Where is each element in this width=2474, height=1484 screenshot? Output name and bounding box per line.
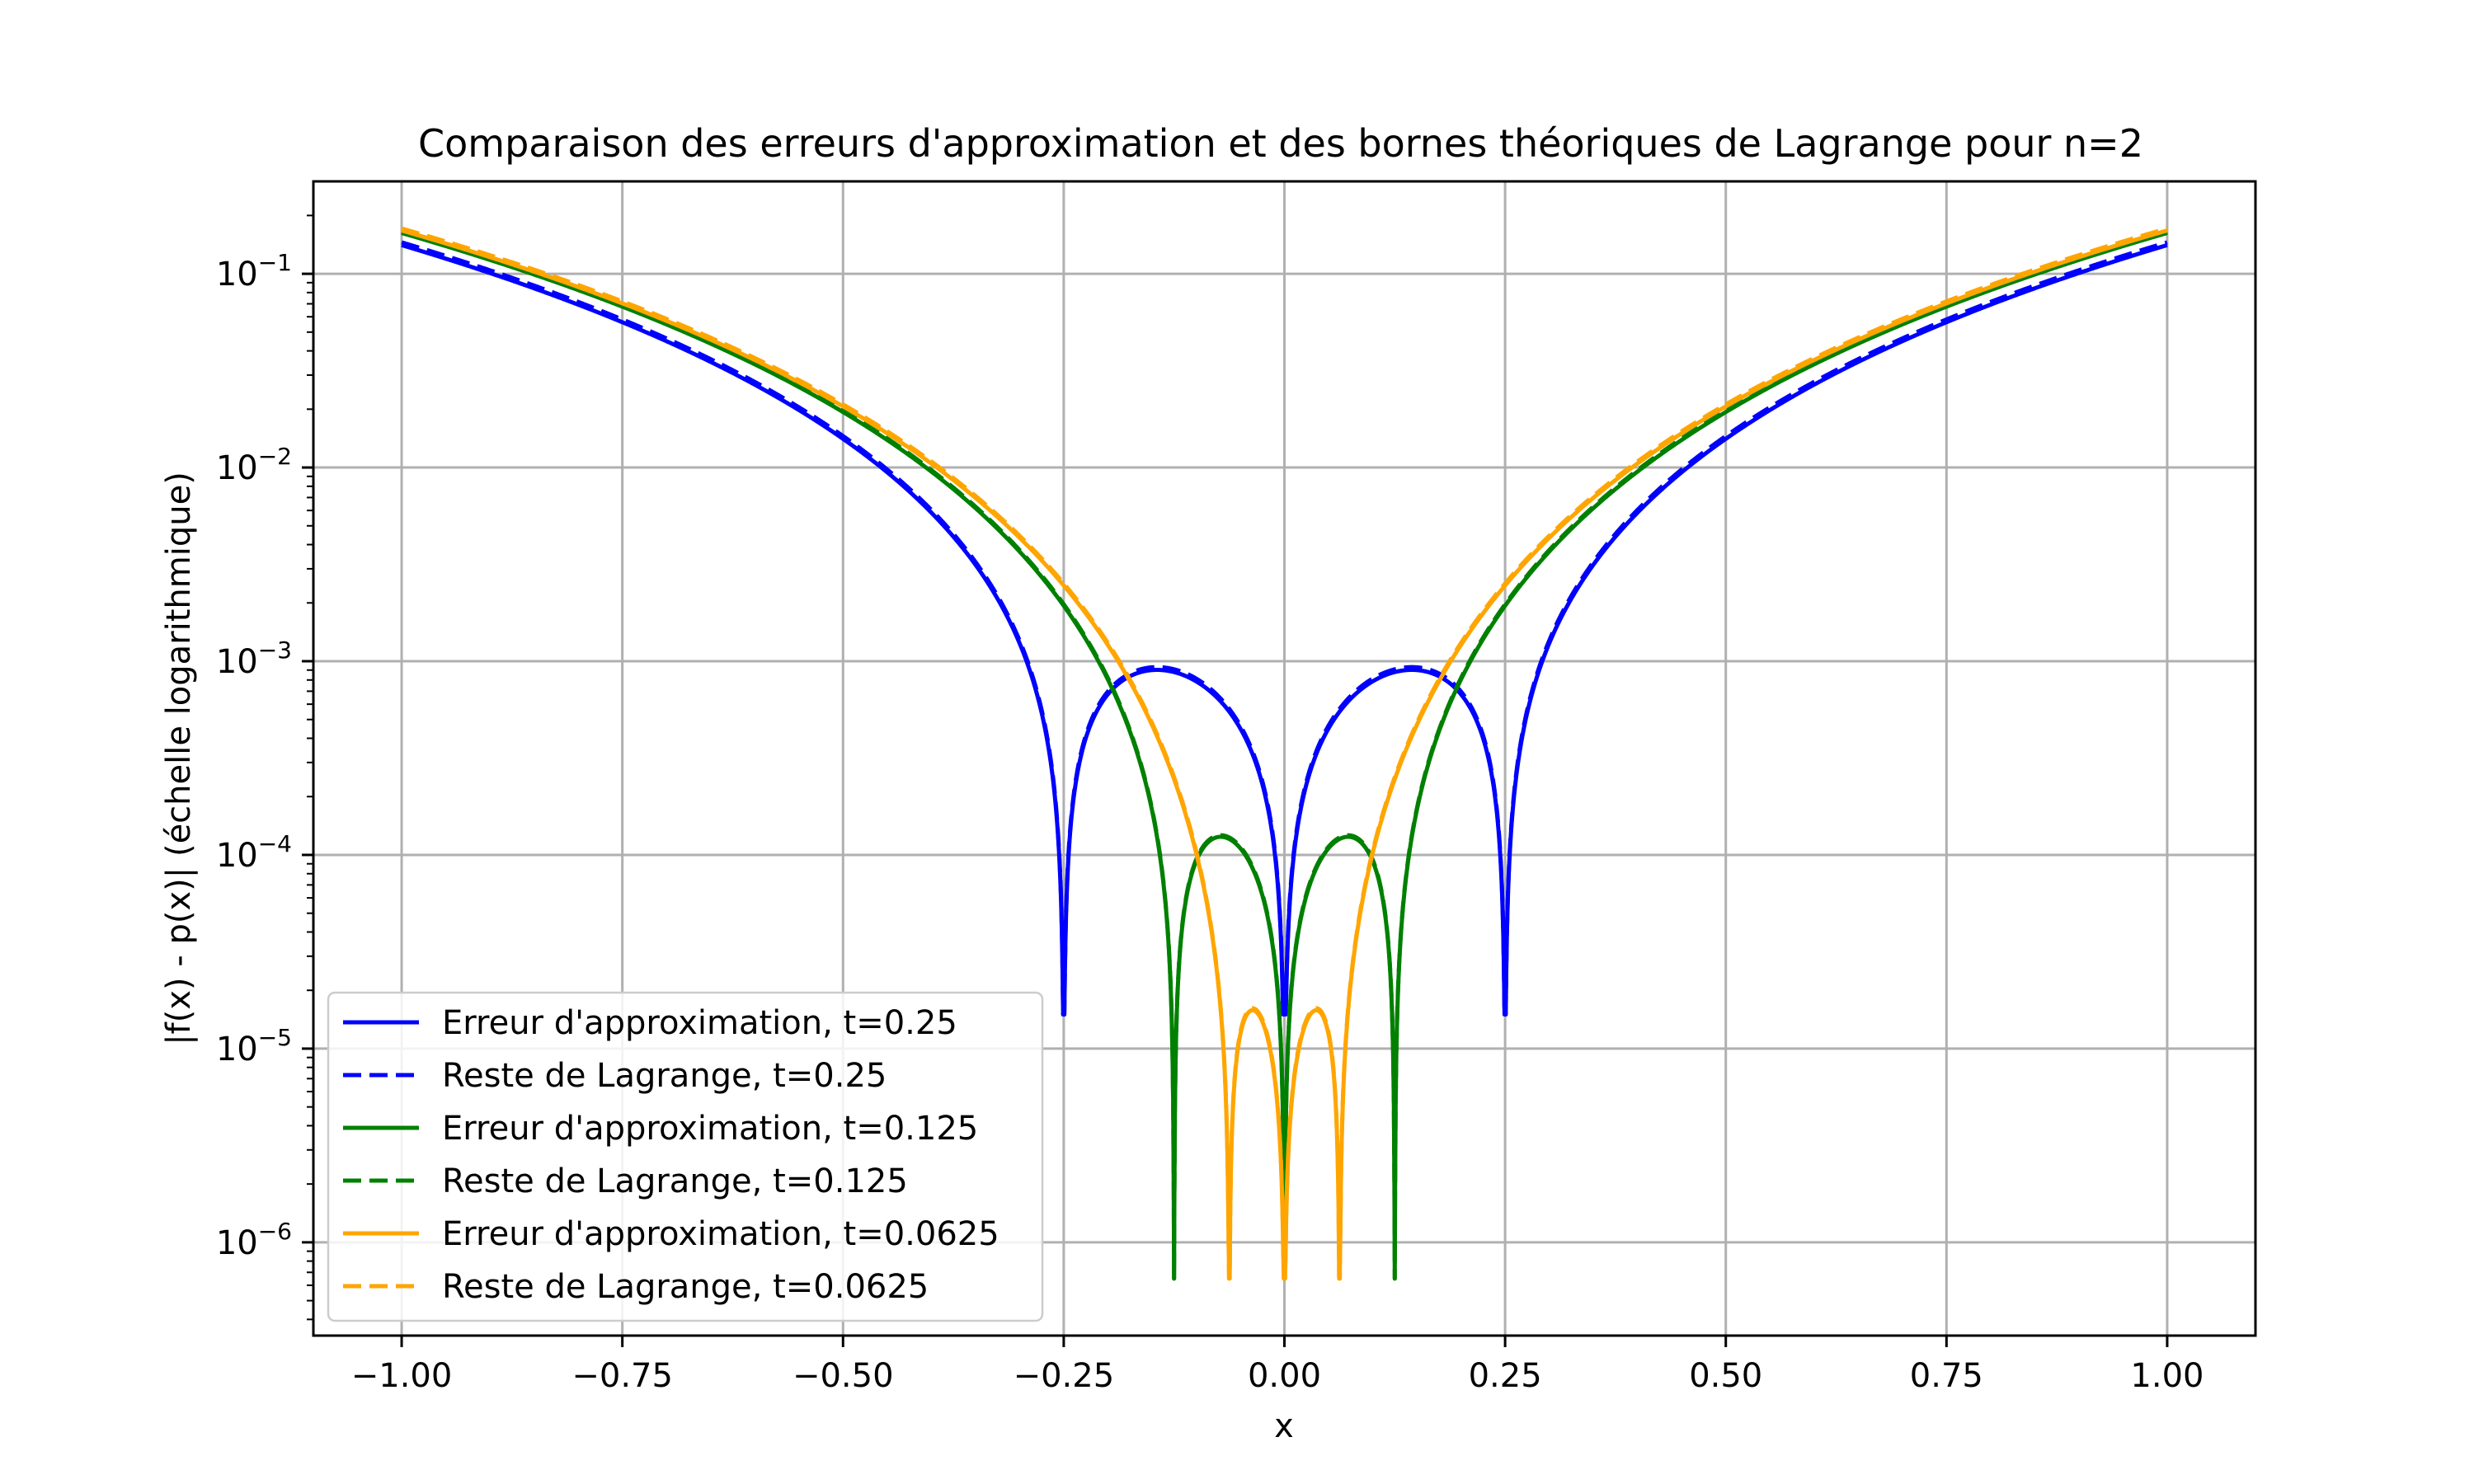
y-tick-exponent: −1 — [258, 249, 292, 276]
y-tick-exponent: −4 — [258, 830, 292, 857]
y-tick-base: 10 — [216, 643, 258, 681]
y-tick-base: 10 — [216, 1224, 258, 1262]
y-tick-label: 10−2 — [216, 443, 292, 487]
legend-entry-label: Erreur d'approximation, t=0.125 — [442, 1110, 978, 1148]
x-axis-label: x — [1274, 1407, 1294, 1445]
y-axis-label: |f(x) - p(x)| (échelle logarithmique) — [160, 472, 198, 1045]
series-line-1 — [400, 240, 2169, 1017]
x-tick-label: 0.75 — [1910, 1357, 1983, 1395]
y-tick-exponent: −6 — [258, 1218, 292, 1245]
chart-title: Comparaison des erreurs d'approximation … — [418, 121, 2143, 166]
legend-entry-label: Erreur d'approximation, t=0.0625 — [442, 1215, 999, 1253]
y-tick-label: 10−1 — [216, 249, 292, 294]
y-tick-base: 10 — [216, 449, 258, 487]
y-tick-base: 10 — [216, 1031, 258, 1068]
series-line-5 — [400, 226, 2169, 1281]
legend-box — [327, 991, 1044, 1322]
x-tick-label: 1.00 — [2130, 1357, 2204, 1395]
y-tick-base: 10 — [216, 256, 258, 294]
legend: Erreur d'approximation, t=0.25 Reste de L… — [327, 991, 1044, 1322]
x-tick-label: 0.25 — [1469, 1357, 1542, 1395]
x-tick-label: −1.00 — [351, 1357, 453, 1395]
x-tick-label: −0.50 — [793, 1357, 894, 1395]
y-tick-exponent: −3 — [258, 636, 292, 664]
legend-entry-label: Reste de Lagrange, t=0.25 — [442, 1057, 887, 1095]
y-tick-exponent: −2 — [258, 443, 292, 470]
y-tick-label: 10−6 — [216, 1218, 292, 1262]
y-tick-label: 10−4 — [216, 830, 292, 875]
y-tick-label: 10−3 — [216, 636, 292, 681]
x-tick-label: 0.00 — [1248, 1357, 1321, 1395]
y-tick-exponent: −5 — [258, 1024, 292, 1051]
y-tick-label: 10−5 — [216, 1024, 292, 1068]
legend-entry-label: Reste de Lagrange, t=0.125 — [442, 1162, 908, 1200]
x-tick-label: 0.50 — [1689, 1357, 1762, 1395]
x-tick-label: −0.75 — [571, 1357, 673, 1395]
x-axis-ticks: −1.00 −0.75 −0.50 −0.25 0.00 0.25 0.50 0.75 1.00 — [351, 1336, 2204, 1395]
series-lines — [400, 226, 2169, 1281]
y-axis-ticks: 10−610−510−410−310−210−1 — [216, 249, 313, 1262]
x-tick-label: −0.25 — [1014, 1357, 1115, 1395]
legend-entry-label: Reste de Lagrange, t=0.0625 — [442, 1268, 929, 1306]
legend-entry-label: Erreur d'approximation, t=0.25 — [442, 1004, 957, 1042]
y-tick-base: 10 — [216, 837, 258, 875]
